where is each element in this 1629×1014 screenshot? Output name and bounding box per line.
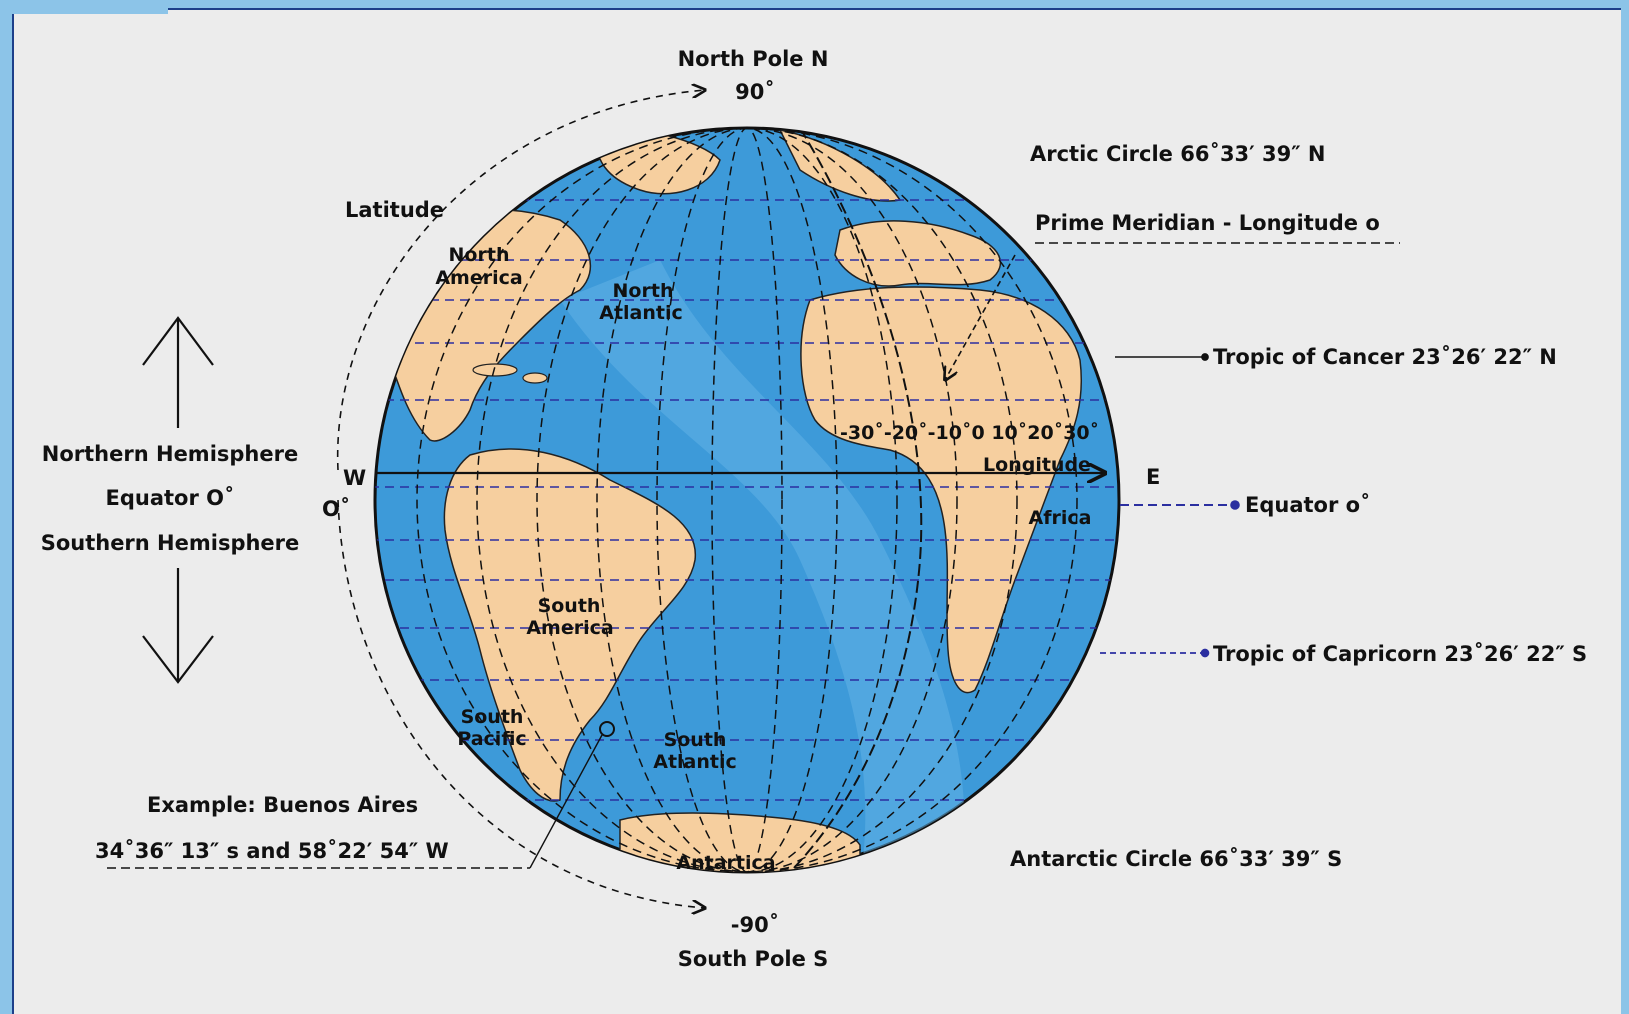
- prime-meridian-label: Prime Meridian - Longitude o: [1035, 211, 1380, 235]
- south-america-label-2: America: [526, 617, 613, 639]
- longitude-label: Longitude: [983, 454, 1091, 476]
- arrow-north-head-icon: [142, 316, 214, 366]
- latitude-label: Latitude: [345, 198, 444, 222]
- caribbean-island: [472, 363, 518, 377]
- south-atlantic-label-1: South: [664, 729, 727, 751]
- antarctica-label: Antartica: [676, 852, 775, 874]
- antarctic-circle-label: Antarctic Circle 66˚33′ 39″ S: [1010, 847, 1342, 871]
- africa-label: Africa: [1029, 507, 1092, 529]
- arrow-south-head-icon: [142, 635, 214, 684]
- zero-degree-label: O˚: [322, 497, 350, 521]
- south-america: [443, 448, 696, 802]
- africa: [800, 286, 1083, 694]
- ocean-current: [560, 260, 965, 872]
- north-america-label-1: North: [449, 244, 510, 266]
- prime-meridian: [789, 128, 923, 872]
- north-america-label-2: America: [435, 267, 522, 289]
- longitude-grid: [416, 128, 1078, 872]
- latitude-arc-north: [336, 90, 705, 471]
- arctic-circle-label: Arctic Circle 66˚33′ 39″ N: [1030, 142, 1326, 166]
- example-title: Example: Buenos Aires: [147, 793, 418, 817]
- buenos-aires-marker: [599, 721, 615, 737]
- globe: [373, 126, 1121, 874]
- north-degree-label: 90˚: [735, 80, 775, 104]
- north-atlantic-label-1: North: [613, 280, 674, 302]
- longitude-scale: -30˚-20˚-10˚0 10˚20˚30˚: [840, 421, 1099, 444]
- south-degree-label: -90˚: [731, 913, 779, 937]
- caribbean-island: [522, 372, 548, 384]
- south-pacific-label-2: Pacific: [457, 728, 526, 750]
- prime-meridian-pointer: [945, 254, 1016, 380]
- tropic-capricorn-label: Tropic of Capricorn 23˚26′ 22″ S: [1213, 642, 1587, 666]
- north-pole-label: North Pole N: [678, 47, 829, 71]
- east-label: E: [1146, 465, 1160, 489]
- southern-hemisphere-label: Southern Hemisphere: [41, 531, 300, 555]
- south-atlantic-label-2: Atlantic: [653, 751, 737, 773]
- corner-tab: [0, 0, 168, 14]
- west-label: W: [343, 466, 366, 490]
- northern-hemisphere-label: Northern Hemisphere: [42, 442, 298, 466]
- buenos-aires-pointer: [529, 734, 603, 869]
- latitude-arc-south: [337, 499, 705, 908]
- tropic-cancer-label: Tropic of Cancer 23˚26′ 22″ N: [1213, 345, 1557, 369]
- equator-right-label: Equator o˚: [1245, 493, 1371, 517]
- north-atlantic-label-2: Atlantic: [599, 302, 683, 324]
- south-pole-label: South Pole S: [678, 947, 829, 971]
- equator-left-label: Equator O˚: [106, 486, 235, 510]
- south-pacific-label-1: South: [461, 706, 524, 728]
- example-coords: 34˚36″ 13″ s and 58˚22′ 54″ W: [95, 839, 449, 863]
- south-america-label-1: South: [538, 595, 601, 617]
